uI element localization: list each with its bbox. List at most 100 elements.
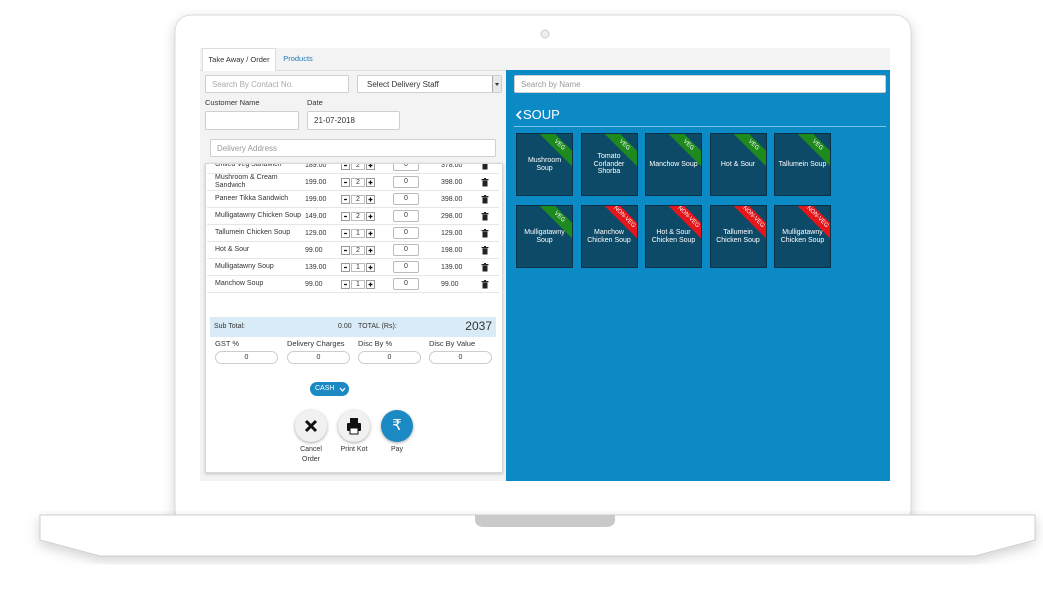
discount-input[interactable]: 0: [393, 244, 419, 256]
qty-minus[interactable]: [341, 194, 350, 204]
discount-input[interactable]: 0: [393, 193, 419, 205]
action-label: Pay: [390, 446, 404, 453]
delete-icon[interactable]: [481, 228, 489, 238]
item-list: Grilled Veg Sandwich 189.00 2 0 378.00 Mushro…: [207, 164, 499, 316]
qty-plus[interactable]: [366, 194, 375, 204]
product-tile[interactable]: Manchow Chicken Soup NON-VEG: [580, 205, 638, 268]
qty-plus[interactable]: [366, 262, 375, 272]
delete-icon[interactable]: [481, 245, 489, 255]
minus-icon[interactable]: [342, 196, 349, 203]
minus-icon[interactable]: [342, 230, 349, 237]
delete-icon[interactable]: [481, 262, 489, 272]
qty-minus[interactable]: [341, 177, 350, 187]
laptop-base: [39, 514, 1036, 557]
pay-button[interactable]: ₹: [381, 410, 413, 442]
product-name: Tallumein Soup: [778, 160, 827, 168]
qty-plus[interactable]: [366, 279, 375, 289]
product-tile[interactable]: Mulligatawny Chicken Soup NON-VEG: [774, 205, 831, 268]
product-tile[interactable]: Hot & Sour Chicken Soup NON-VEG: [645, 205, 702, 268]
discount-input[interactable]: 0: [393, 164, 419, 171]
select-text: Select Delivery Staff: [367, 79, 439, 89]
qty-control: 2: [341, 245, 393, 255]
delete-icon[interactable]: [481, 177, 489, 187]
item-total: 99.00: [441, 280, 459, 288]
qty-minus[interactable]: [341, 279, 350, 289]
qty-control: 1: [341, 228, 393, 238]
minus-icon[interactable]: [342, 164, 349, 169]
delivery-address[interactable]: Delivery Address: [210, 139, 496, 157]
discount-input[interactable]: 0: [393, 176, 419, 188]
minus-icon[interactable]: [342, 264, 349, 271]
qty-plus[interactable]: [366, 211, 375, 221]
plus-icon[interactable]: [367, 179, 374, 186]
plus-icon[interactable]: [367, 196, 374, 203]
divider: [514, 126, 886, 127]
charge-input[interactable]: 0: [287, 351, 350, 364]
delete-icon[interactable]: [481, 164, 489, 170]
qty-minus[interactable]: [341, 245, 350, 255]
qty-value: 1: [351, 228, 365, 238]
discount-input[interactable]: 0: [393, 261, 419, 273]
item-total: 298.00: [441, 212, 463, 220]
product-tile[interactable]: Manchow Soup VEG: [645, 133, 702, 196]
minus-icon[interactable]: [342, 179, 349, 186]
qty-plus[interactable]: [366, 245, 375, 255]
delete-icon[interactable]: [481, 211, 489, 221]
product-tile[interactable]: Mushroom Soup VEG: [516, 133, 573, 196]
minus-icon[interactable]: [342, 281, 349, 288]
product-name: Mulligatawny Soup: [524, 229, 565, 244]
cancel-button[interactable]: [295, 410, 327, 442]
search-contact[interactable]: Search By Contact No.: [205, 75, 349, 93]
product-name: Manchow Soup: [649, 160, 698, 168]
back-chevron[interactable]: [515, 110, 523, 120]
charge-input[interactable]: 0: [358, 351, 421, 364]
discount-input[interactable]: 0: [393, 227, 419, 239]
qty-minus[interactable]: [341, 262, 350, 272]
product-tile[interactable]: Hot & Sour VEG: [709, 133, 767, 196]
plus-icon[interactable]: [367, 213, 374, 220]
payment-mode[interactable]: CASH: [310, 382, 349, 396]
item-price: 189.00: [305, 164, 327, 169]
item-price: 99.00: [305, 280, 323, 288]
delete-icon[interactable]: [481, 279, 489, 289]
customer-name-input[interactable]: [205, 111, 299, 130]
item-total: 129.00: [441, 229, 463, 237]
minus-icon[interactable]: [342, 247, 349, 254]
delivery-staff-select[interactable]: Select Delivery Staff: [357, 75, 502, 93]
charge-input[interactable]: 0: [429, 351, 492, 364]
item-price: 199.00: [305, 178, 327, 186]
qty-minus[interactable]: [341, 211, 350, 221]
delete-icon[interactable]: [481, 194, 489, 204]
print-button[interactable]: [338, 410, 370, 442]
qty-plus[interactable]: [366, 228, 375, 238]
product-tile[interactable]: Tallumein Chicken Soup NON-VEG: [709, 205, 767, 268]
qty-plus[interactable]: [366, 177, 375, 187]
product-tile[interactable]: Mulligatawny Soup VEG: [516, 205, 573, 268]
product-tile[interactable]: Tallumein Soup VEG: [774, 133, 831, 196]
plus-icon[interactable]: [367, 230, 374, 237]
product-search[interactable]: Search by Name: [514, 75, 886, 93]
plus-icon[interactable]: [367, 247, 374, 254]
total-label: TOTAL (Rs):: [358, 323, 397, 330]
product-tile[interactable]: Tomato Corlander Shorba VEG: [580, 133, 638, 196]
cancel-icon: [304, 419, 318, 433]
plus-icon[interactable]: [367, 164, 374, 169]
item-name: Paneer Tikka Sandwich: [215, 195, 289, 202]
minus-icon[interactable]: [342, 213, 349, 220]
qty-minus[interactable]: [341, 228, 350, 238]
plus-icon[interactable]: [367, 264, 374, 271]
item-price: 99.00: [305, 246, 323, 254]
qty-control: 1: [341, 279, 393, 289]
tab[interactable]: Take Away / Order: [202, 48, 276, 71]
qty-plus[interactable]: [366, 164, 375, 170]
discount-input[interactable]: 0: [393, 210, 419, 222]
charge-input[interactable]: 0: [215, 351, 278, 364]
date-input[interactable]: 21-07-2018: [307, 111, 400, 130]
qty-value: 2: [351, 177, 365, 187]
item-row: Mulligatawny Chicken Soup 149.00 2 0 298.00: [207, 208, 499, 225]
tab[interactable]: Products: [283, 54, 313, 63]
charge-label: Delivery Charges: [287, 339, 345, 348]
plus-icon[interactable]: [367, 281, 374, 288]
qty-minus[interactable]: [341, 164, 350, 170]
discount-input[interactable]: 0: [393, 278, 419, 290]
